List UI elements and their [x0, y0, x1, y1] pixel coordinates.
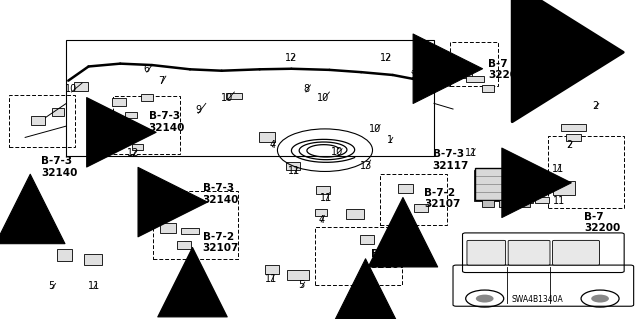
Text: 7: 7 [158, 76, 164, 86]
Text: 6: 6 [144, 64, 150, 74]
Bar [535, 197, 548, 203]
FancyBboxPatch shape [467, 241, 506, 265]
Text: 11: 11 [552, 164, 564, 174]
Bar [287, 270, 309, 280]
Bar [397, 184, 413, 193]
Bar [316, 186, 330, 194]
Text: B-7
32200: B-7 32200 [488, 58, 524, 80]
Bar [548, 136, 624, 208]
Bar [414, 204, 428, 212]
Bar [177, 241, 191, 249]
Bar [450, 42, 498, 86]
Bar [84, 254, 102, 265]
Text: B-7-3
32140: B-7-3 32140 [203, 183, 239, 205]
Text: 12: 12 [127, 148, 139, 158]
Bar [380, 174, 447, 225]
FancyBboxPatch shape [552, 241, 600, 265]
Bar [227, 93, 243, 100]
Bar [125, 112, 137, 118]
Bar [481, 200, 494, 207]
Bar [102, 131, 116, 141]
Bar [482, 85, 493, 92]
Text: 5: 5 [49, 281, 55, 291]
Text: 10: 10 [369, 124, 381, 134]
Bar [316, 227, 403, 285]
Bar [56, 249, 72, 261]
Bar [467, 76, 484, 82]
Bar [112, 98, 126, 106]
Bar [440, 66, 472, 78]
Bar [517, 200, 530, 207]
Bar [10, 95, 75, 147]
Bar [503, 197, 517, 203]
Text: 11: 11 [265, 274, 277, 284]
Text: 12: 12 [285, 53, 298, 63]
Bar [67, 40, 434, 156]
Text: 13: 13 [360, 161, 372, 171]
Text: 5: 5 [298, 280, 305, 290]
Text: 11: 11 [465, 148, 477, 158]
Text: 4: 4 [318, 215, 324, 225]
Bar [286, 161, 300, 170]
Bar [553, 181, 575, 195]
Text: 4: 4 [269, 139, 275, 150]
Bar [125, 127, 137, 133]
Bar [475, 168, 532, 200]
Text: B-7-2
32107: B-7-2 32107 [424, 188, 461, 209]
Text: 10: 10 [317, 93, 329, 103]
Text: 10: 10 [65, 84, 77, 94]
Bar [74, 82, 88, 91]
Text: 12: 12 [380, 53, 393, 63]
Bar [141, 94, 152, 101]
Text: 1: 1 [387, 135, 393, 145]
Circle shape [476, 295, 493, 302]
Text: 10: 10 [331, 147, 343, 157]
Bar [153, 191, 237, 259]
Text: 11: 11 [289, 167, 301, 176]
Text: 2: 2 [593, 101, 599, 111]
Text: FR.: FR. [602, 47, 623, 57]
Bar [474, 170, 527, 201]
Text: SWA4B1340A: SWA4B1340A [511, 295, 563, 305]
Bar [316, 210, 327, 216]
Bar [160, 223, 176, 233]
Text: 2: 2 [566, 139, 572, 150]
Text: 11: 11 [553, 196, 565, 206]
Text: B-7-3
32117: B-7-3 32117 [433, 149, 469, 171]
Text: 12: 12 [92, 110, 104, 120]
Bar [266, 265, 279, 274]
Text: 9: 9 [195, 106, 201, 115]
Text: B-7-3
32140: B-7-3 32140 [41, 156, 77, 178]
Text: B-7-2
32107: B-7-2 32107 [371, 249, 407, 270]
Text: 12: 12 [122, 130, 134, 140]
Bar [52, 108, 64, 116]
Bar [566, 134, 581, 141]
Text: B-7-3
32140: B-7-3 32140 [148, 111, 185, 133]
Text: B-7-2
32107: B-7-2 32107 [203, 232, 239, 253]
Bar [346, 209, 364, 219]
FancyBboxPatch shape [508, 241, 550, 265]
Text: 12: 12 [411, 70, 423, 80]
Bar [113, 96, 180, 154]
Text: B-7
32200: B-7 32200 [584, 212, 620, 233]
Bar [519, 197, 533, 203]
Bar [499, 200, 512, 207]
Bar [561, 123, 586, 131]
Text: 11: 11 [320, 193, 332, 204]
Bar [360, 235, 374, 244]
Text: 10: 10 [221, 93, 234, 103]
Bar [181, 228, 199, 234]
Text: 8: 8 [303, 84, 309, 94]
Bar [132, 144, 143, 151]
Bar [259, 132, 275, 142]
Bar [31, 116, 45, 125]
Circle shape [591, 295, 609, 302]
Text: 11: 11 [88, 281, 100, 291]
Text: 3: 3 [507, 154, 513, 164]
